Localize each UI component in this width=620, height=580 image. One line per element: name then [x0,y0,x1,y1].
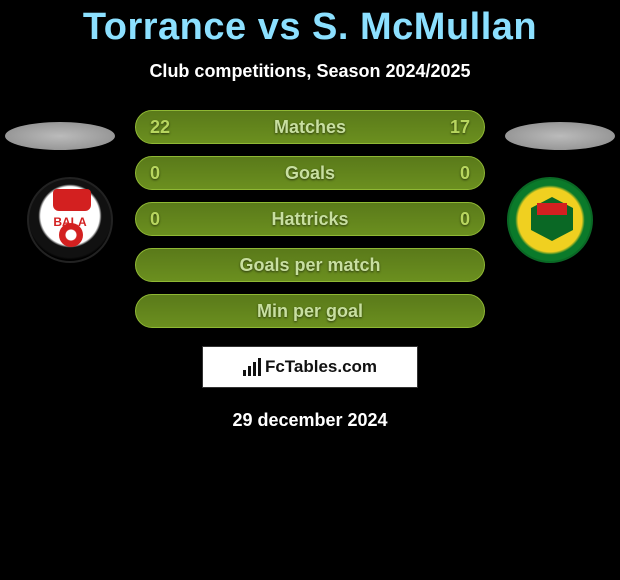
stat-label: Goals per match [150,255,470,276]
subtitle: Club competitions, Season 2024/2025 [0,61,620,82]
stat-row-goals: 0 Goals 0 [135,156,485,190]
stat-label: Matches [274,117,346,138]
stat-value-left: 0 [150,209,180,230]
club-badge-right [507,177,593,263]
stat-row-min-per-goal: Min per goal [135,294,485,328]
bar-chart-icon [243,358,261,376]
date-label: 29 december 2024 [0,410,620,431]
brand-label: FcTables.com [265,357,377,377]
player-photo-left [5,122,115,150]
stat-label: Goals [285,163,335,184]
stat-value-left: 22 [150,117,180,138]
stat-label: Min per goal [150,301,470,322]
stat-value-left: 0 [150,163,180,184]
stat-value-right: 0 [440,209,470,230]
stats-table: 22 Matches 17 0 Goals 0 0 Hattricks 0 Go… [135,110,485,328]
page-title: Torrance vs S. McMullan [0,0,620,49]
stat-row-matches: 22 Matches 17 [135,110,485,144]
stat-value-right: 0 [440,163,470,184]
brand-watermark[interactable]: FcTables.com [202,346,418,388]
stat-label: Hattricks [271,209,348,230]
club-badge-left [27,177,113,263]
stat-row-goals-per-match: Goals per match [135,248,485,282]
stat-value-right: 17 [440,117,470,138]
player-photo-right [505,122,615,150]
stat-row-hattricks: 0 Hattricks 0 [135,202,485,236]
